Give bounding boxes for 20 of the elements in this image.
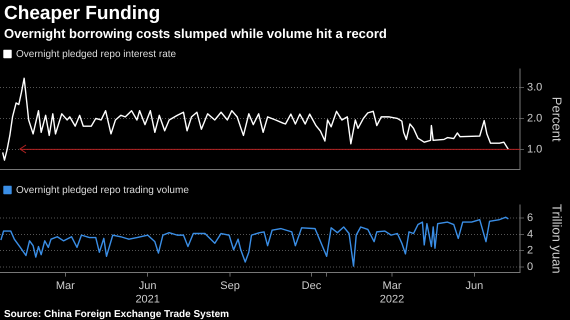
y-axis-title: Trillion yuan bbox=[550, 204, 565, 274]
y-tick-label: 4 bbox=[527, 228, 534, 240]
source-note: Source: China Foreign Exchange Trade System bbox=[3, 309, 230, 320]
chart-title: Cheaper Funding bbox=[3, 2, 162, 25]
x-tick-label: Dec bbox=[302, 280, 322, 292]
chart-subtitle: Overnight borrowing costs slumped while volume hit a record bbox=[3, 25, 388, 43]
x-tick-label: Mar bbox=[56, 280, 76, 292]
y-tick-label: 2.0 bbox=[527, 112, 542, 124]
y-tick-label: 6 bbox=[527, 212, 534, 224]
y-tick-label: 2 bbox=[527, 244, 534, 257]
x-tick-label: Jun 2021 bbox=[135, 280, 160, 306]
y-axis-title: Percent bbox=[550, 96, 565, 142]
y-tick-label: 3.0 bbox=[527, 82, 542, 94]
x-tick-label: Mar 2022 bbox=[380, 280, 404, 306]
y-tick-label: 0 bbox=[527, 260, 534, 273]
legend-label: Overnight pledged repo trading volume bbox=[16, 184, 190, 196]
y-tick-label: 1.0 bbox=[527, 143, 542, 156]
x-tick-label: Sep bbox=[220, 280, 240, 292]
x-tick-label: Jun bbox=[465, 280, 484, 292]
legend-label: Overnight pledged repo interest rate bbox=[16, 48, 177, 60]
